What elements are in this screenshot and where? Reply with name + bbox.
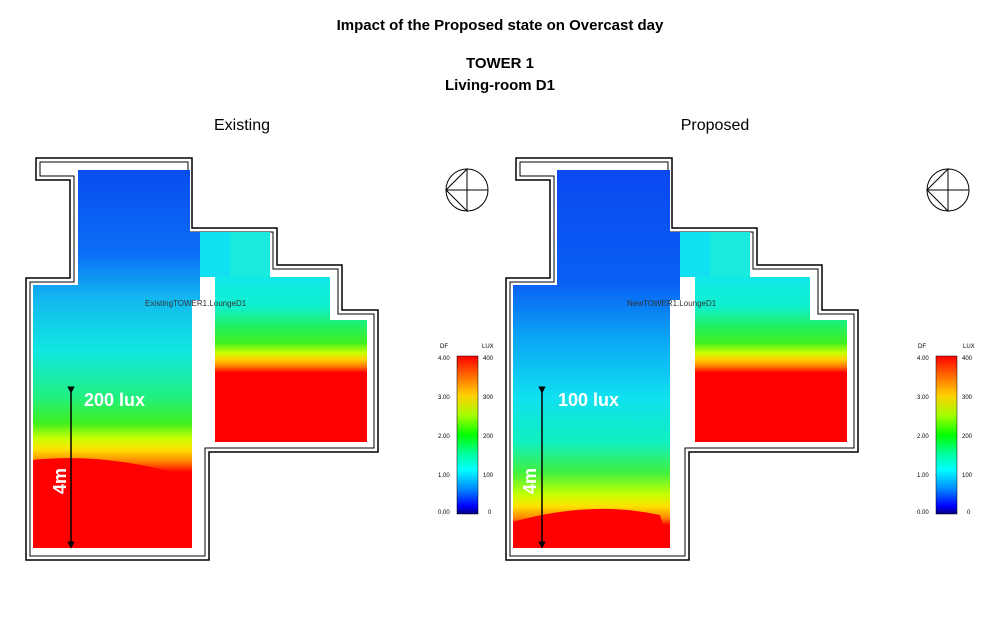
compass-icon — [926, 167, 970, 213]
tower-title: TOWER 1 — [465, 55, 535, 72]
scale-tick: 400 — [483, 356, 494, 362]
proposed-main-room-map — [513, 170, 680, 548]
scale-tick: 4.00 — [917, 356, 929, 362]
existing-color-scale: DF LUX 4.00 3.00 2.00 1.00 0.00 400 300 … — [438, 344, 494, 516]
existing-main-room-map — [33, 170, 200, 548]
proposed-scale-df-header: DF — [918, 344, 926, 350]
existing-scale-df-header: DF — [440, 344, 448, 350]
room-title: Living-room D1 — [444, 77, 555, 94]
proposed-red-zone — [513, 508, 670, 548]
existing-depth-label: 4m — [50, 468, 70, 494]
existing-scale-lux-header: LUX — [482, 344, 494, 350]
scale-tick: 1.00 — [438, 473, 450, 479]
scale-tick: 200 — [962, 434, 973, 440]
scale-tick: 0.00 — [917, 510, 929, 516]
existing-floor-plan: ExistingTOWER1.LoungeD1 200 lux 4m — [25, 157, 379, 561]
proposed-room-label: NewTOWER1.LoungeD1 — [627, 299, 717, 308]
existing-lux-label: 200 lux — [84, 390, 145, 410]
scale-tick: 0.00 — [438, 510, 450, 516]
proposed-lux-label: 100 lux — [558, 390, 619, 410]
scale-tick: 300 — [962, 395, 973, 401]
proposed-depth-label: 4m — [520, 468, 540, 494]
proposed-color-scale: DF LUX 4.00 3.00 2.00 1.00 0.00 400 300 … — [917, 344, 975, 516]
scale-tick: 3.00 — [438, 395, 450, 401]
proposed-heading: Proposed — [680, 117, 750, 134]
main-title: Impact of the Proposed state on Overcast… — [336, 17, 664, 34]
scale-tick: 200 — [483, 434, 494, 440]
scale-tick: 2.00 — [917, 434, 929, 440]
compass-icon — [445, 167, 489, 213]
scale-tick: 1.00 — [917, 473, 929, 479]
scale-tick: 0 — [967, 510, 971, 516]
proposed-scale-lux-header: LUX — [963, 344, 975, 350]
scale-tick: 4.00 — [438, 356, 450, 362]
scale-tick: 2.00 — [438, 434, 450, 440]
scale-tick: 300 — [483, 395, 494, 401]
existing-room-label: ExistingTOWER1.LoungeD1 — [145, 299, 247, 308]
scale-tick: 100 — [483, 473, 494, 479]
existing-heading: Existing — [213, 117, 271, 134]
scale-tick: 0 — [488, 510, 492, 516]
proposed-floor-plan: NewTOWER1.LoungeD1 100 lux 4m — [505, 157, 859, 561]
scale-tick: 100 — [962, 473, 973, 479]
scale-tick: 400 — [962, 356, 973, 362]
scale-tick: 3.00 — [917, 395, 929, 401]
